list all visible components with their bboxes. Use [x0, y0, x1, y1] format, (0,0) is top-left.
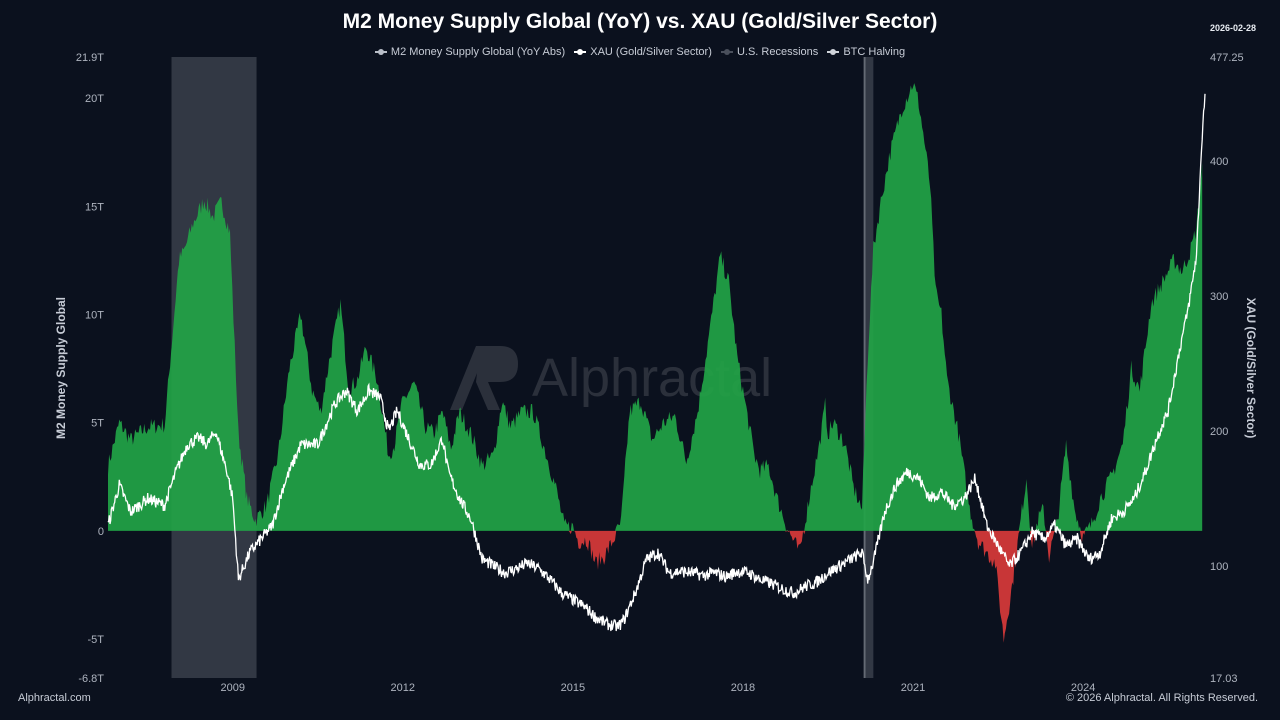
legend-marker-icon	[574, 49, 587, 55]
m2-positive-area	[108, 83, 1203, 531]
x-tick-label: 2015	[561, 682, 585, 694]
legend-marker-icon	[720, 49, 733, 55]
x-tick-label: 2024	[1071, 682, 1095, 694]
legend-label: U.S. Recessions	[736, 46, 819, 58]
left-tick-label: -6.8T	[78, 673, 104, 685]
legend: M2 Money Supply Global (YoY Abs) XAU (Go…	[0, 44, 1280, 58]
right-tick-label: 17.03	[1210, 673, 1238, 685]
xau-line	[107, 93, 1206, 632]
date-label: 2026-02-28	[1209, 23, 1256, 33]
xau-line-layer	[107, 93, 1206, 632]
x-tick-label: 2021	[901, 682, 925, 694]
x-tick-label: 2009	[220, 682, 244, 694]
left-tick-label: 20T	[85, 93, 104, 105]
m2-negative-area	[108, 530, 1203, 643]
alphractal-logo-icon	[450, 346, 518, 410]
legend-item-halving[interactable]: BTC Halving	[827, 46, 905, 58]
right-tick-label: 300	[1210, 291, 1228, 303]
left-axis-title: M2 Money Supply Global	[54, 296, 68, 440]
x-tick-label: 2018	[731, 682, 755, 694]
right-axis-title: XAU (Gold/Silver Sector)	[1244, 297, 1258, 439]
left-tick-label: 15T	[85, 201, 104, 213]
legend-label: M2 Money Supply Global (YoY Abs)	[390, 46, 566, 58]
left-tick-label: 5T	[91, 418, 104, 430]
legend-label: BTC Halving	[843, 46, 906, 58]
legend-item-recessions[interactable]: U.S. Recessions	[720, 46, 819, 58]
legend-label: XAU (Gold/Silver Sector)	[590, 46, 712, 58]
legend-marker-icon	[374, 49, 387, 55]
footer-site-link[interactable]: Alphractal.com	[18, 692, 91, 704]
right-tick-label: 100	[1210, 561, 1228, 573]
left-tick-label: -5T	[88, 634, 105, 646]
chart-title: M2 Money Supply Global (YoY) vs. XAU (Go…	[342, 10, 938, 33]
axis-layer: 21.9T 20T 15T 10T 5T 0 -5T -6.8T 477.25 400 300 200…	[76, 52, 1244, 694]
legend-item-m2[interactable]: M2 Money Supply Global (YoY Abs)	[374, 46, 566, 58]
right-tick-label: 200	[1210, 426, 1228, 438]
x-tick-label: 2012	[391, 682, 415, 694]
right-tick-label: 477.25	[1210, 52, 1244, 64]
legend-item-xau[interactable]: XAU (Gold/Silver Sector)	[574, 46, 712, 58]
footer-copyright: © 2026 Alphractal. All Rights Reserved.	[1065, 692, 1258, 704]
right-tick-label: 400	[1210, 156, 1228, 168]
left-tick-label: 10T	[85, 309, 104, 321]
m2-area-layer	[108, 83, 1203, 643]
left-tick-label: 21.9T	[76, 52, 104, 64]
legend-marker-icon	[827, 49, 840, 55]
left-tick-label: 0	[98, 526, 104, 538]
